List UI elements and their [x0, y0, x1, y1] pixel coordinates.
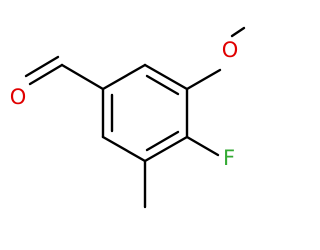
bonds: [24, 26, 246, 209]
bond: [185, 135, 220, 157]
bond: [24, 55, 60, 78]
atom-label: F: [223, 146, 235, 170]
bond: [143, 135, 189, 163]
atom-label: O: [10, 85, 27, 109]
bond: [143, 63, 189, 91]
double-bond-inner: [145, 74, 180, 96]
bond: [101, 63, 147, 91]
bond: [101, 135, 147, 163]
bond: [230, 26, 246, 38]
bond: [28, 63, 64, 86]
molecule-diagram: O O F: [10, 26, 246, 209]
bond: [185, 68, 222, 91]
atom-label: O: [222, 38, 239, 62]
double-bond-inner: [145, 130, 180, 152]
bond: [60, 63, 105, 91]
